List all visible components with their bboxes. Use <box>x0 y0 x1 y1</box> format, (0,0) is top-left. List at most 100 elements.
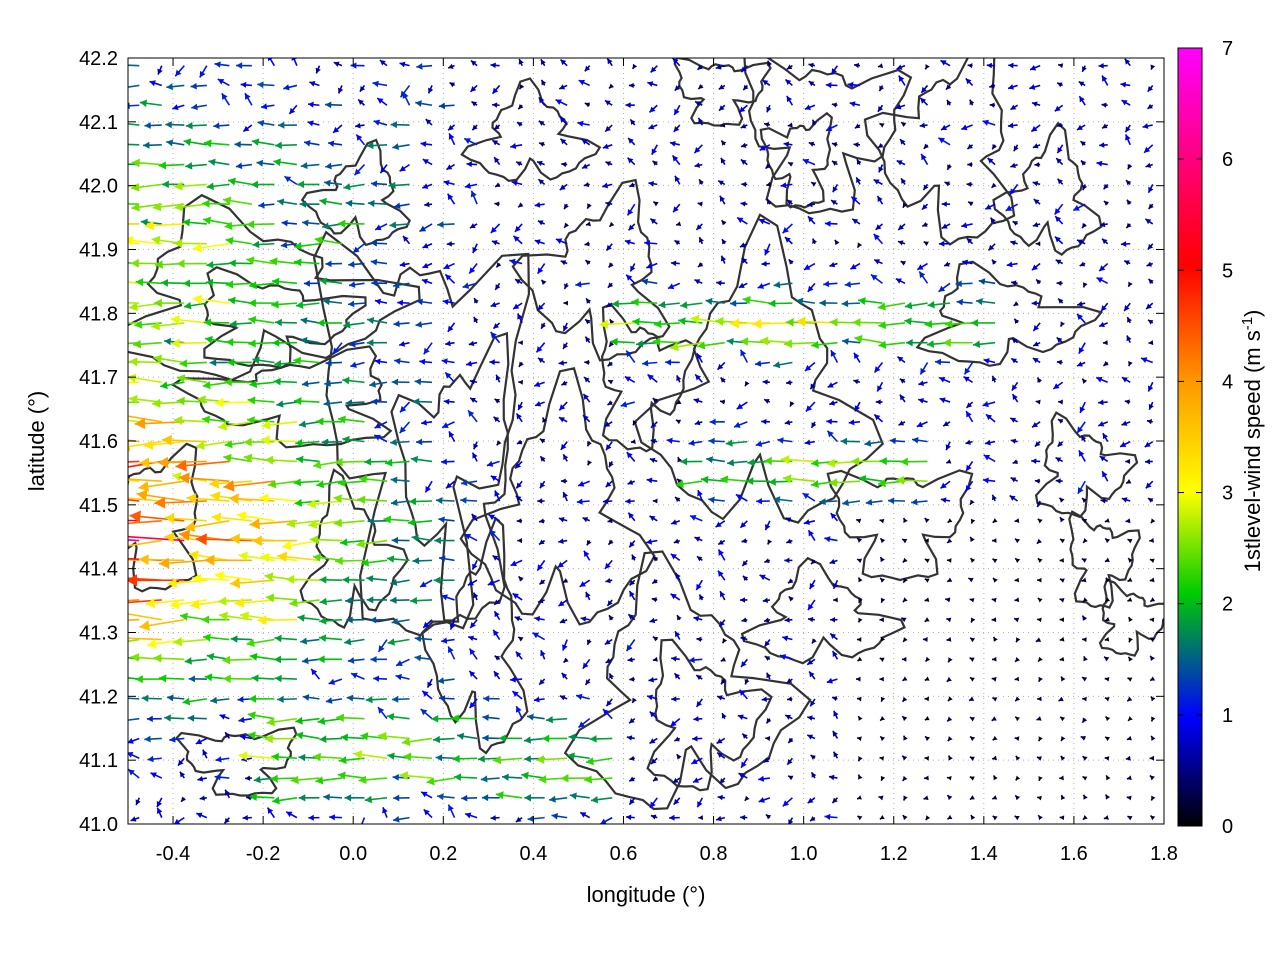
wind-vector-head <box>563 454 569 460</box>
wind-vector-head <box>858 756 863 762</box>
wind-vector-head <box>214 61 221 68</box>
wind-vector-head <box>922 204 928 210</box>
wind-vector-head <box>1103 200 1110 206</box>
wind-vector-head <box>555 238 563 245</box>
wind-vector-head <box>647 374 654 381</box>
wind-vector-head <box>993 775 998 781</box>
wind-vector-head <box>788 596 794 602</box>
wind-vector-shaft <box>128 479 140 483</box>
wind-vector-head <box>1034 478 1040 484</box>
wind-vector-head <box>471 101 478 107</box>
wind-vector-head <box>1127 577 1133 582</box>
wind-vector-head <box>582 163 588 169</box>
wind-vector-head <box>577 120 584 127</box>
wind-vector-head <box>473 443 479 450</box>
wind-vector-head <box>1080 141 1086 147</box>
wind-vector-head <box>527 713 534 721</box>
wind-vector-head <box>358 775 367 785</box>
wind-vector-head <box>609 341 615 347</box>
wind-vector-head <box>1149 755 1155 761</box>
wind-vector-head <box>965 484 972 492</box>
wind-vector-head <box>946 617 952 623</box>
wind-vector-head <box>587 441 592 447</box>
wind-vector-head <box>832 730 838 737</box>
wind-vector-head <box>1126 478 1132 484</box>
wind-vector-head <box>842 499 849 507</box>
wind-vector-head <box>1037 696 1042 702</box>
wind-vector-head <box>676 221 682 227</box>
wind-vector-head <box>742 733 748 739</box>
wind-vector-head <box>204 673 213 682</box>
wind-vector-head <box>654 320 662 329</box>
wind-vector-head <box>349 340 356 348</box>
wind-vector-head <box>104 597 115 609</box>
wind-vector-head <box>902 557 908 563</box>
wind-vector-head <box>390 438 397 446</box>
wind-vector-head <box>399 426 407 434</box>
wind-vector-head <box>737 217 744 224</box>
y-tick-label: 42.0 <box>79 176 118 198</box>
wind-vector-head <box>584 359 590 366</box>
wind-vector-shaft <box>128 519 140 522</box>
wind-vector-head <box>426 777 435 786</box>
wind-vector-head <box>678 317 686 325</box>
wind-vector-head <box>319 597 327 606</box>
wind-vector-head <box>832 651 838 657</box>
wind-vector-head <box>1150 815 1156 821</box>
terrain-contour <box>759 111 833 209</box>
wind-vector-head <box>674 673 680 679</box>
wind-vector-head <box>265 593 275 603</box>
wind-vector-head <box>1006 261 1013 268</box>
wind-vector-head <box>300 317 308 325</box>
wind-vector-head <box>461 794 468 802</box>
wind-vector-head <box>788 259 794 265</box>
wind-vector-head <box>945 84 952 90</box>
wind-vector-head <box>630 265 636 272</box>
wind-vector-head <box>564 222 570 228</box>
wind-vector-head <box>397 299 403 306</box>
wind-vector-head <box>628 614 634 620</box>
wind-vector-head <box>652 636 659 642</box>
wind-vector-head <box>609 615 614 621</box>
wind-vector-head <box>789 401 795 407</box>
wind-vector-head <box>652 578 658 584</box>
wind-vector-head <box>513 235 520 242</box>
wind-vector-head <box>469 379 476 385</box>
wind-vector-head <box>738 773 745 779</box>
wind-vector-head <box>873 179 880 185</box>
wind-vector-head <box>585 260 591 266</box>
wind-vector-head <box>202 633 211 642</box>
wind-vector-head <box>877 142 884 148</box>
wind-vector-head <box>433 735 441 744</box>
wind-vector-head <box>1061 676 1066 682</box>
wind-vector-shaft <box>128 618 140 621</box>
wind-vector-head <box>926 340 935 348</box>
y-axis: 41.041.141.241.341.441.541.641.741.841.9… <box>79 48 1164 836</box>
wind-vector-head <box>1081 577 1087 583</box>
wind-vector-head <box>515 462 521 469</box>
wind-vector-head <box>131 158 140 168</box>
wind-vector-head <box>480 775 488 783</box>
wind-vector-head <box>1125 126 1131 133</box>
wind-vector-head <box>787 578 794 584</box>
wind-vector-head <box>940 482 947 489</box>
wind-vector-head <box>740 123 747 129</box>
wind-vector-head <box>761 260 767 267</box>
wind-vector-head <box>785 714 792 720</box>
wind-vector-head <box>537 564 544 571</box>
wind-vector-head <box>129 302 138 312</box>
wind-vector-head <box>938 285 946 292</box>
wind-vector-head <box>982 119 989 126</box>
wind-vector-head <box>488 514 496 521</box>
wind-vector-head <box>740 142 747 148</box>
wind-vector-head <box>464 182 471 189</box>
wind-vector-head <box>98 473 108 483</box>
wind-vector-head <box>333 61 340 67</box>
wind-vector-head <box>293 478 302 487</box>
wind-vector-head <box>302 694 310 701</box>
wind-vector-head <box>399 165 406 172</box>
wind-vector-head <box>214 571 225 581</box>
wind-vector-head <box>422 242 429 249</box>
wind-vector-head <box>549 795 556 803</box>
